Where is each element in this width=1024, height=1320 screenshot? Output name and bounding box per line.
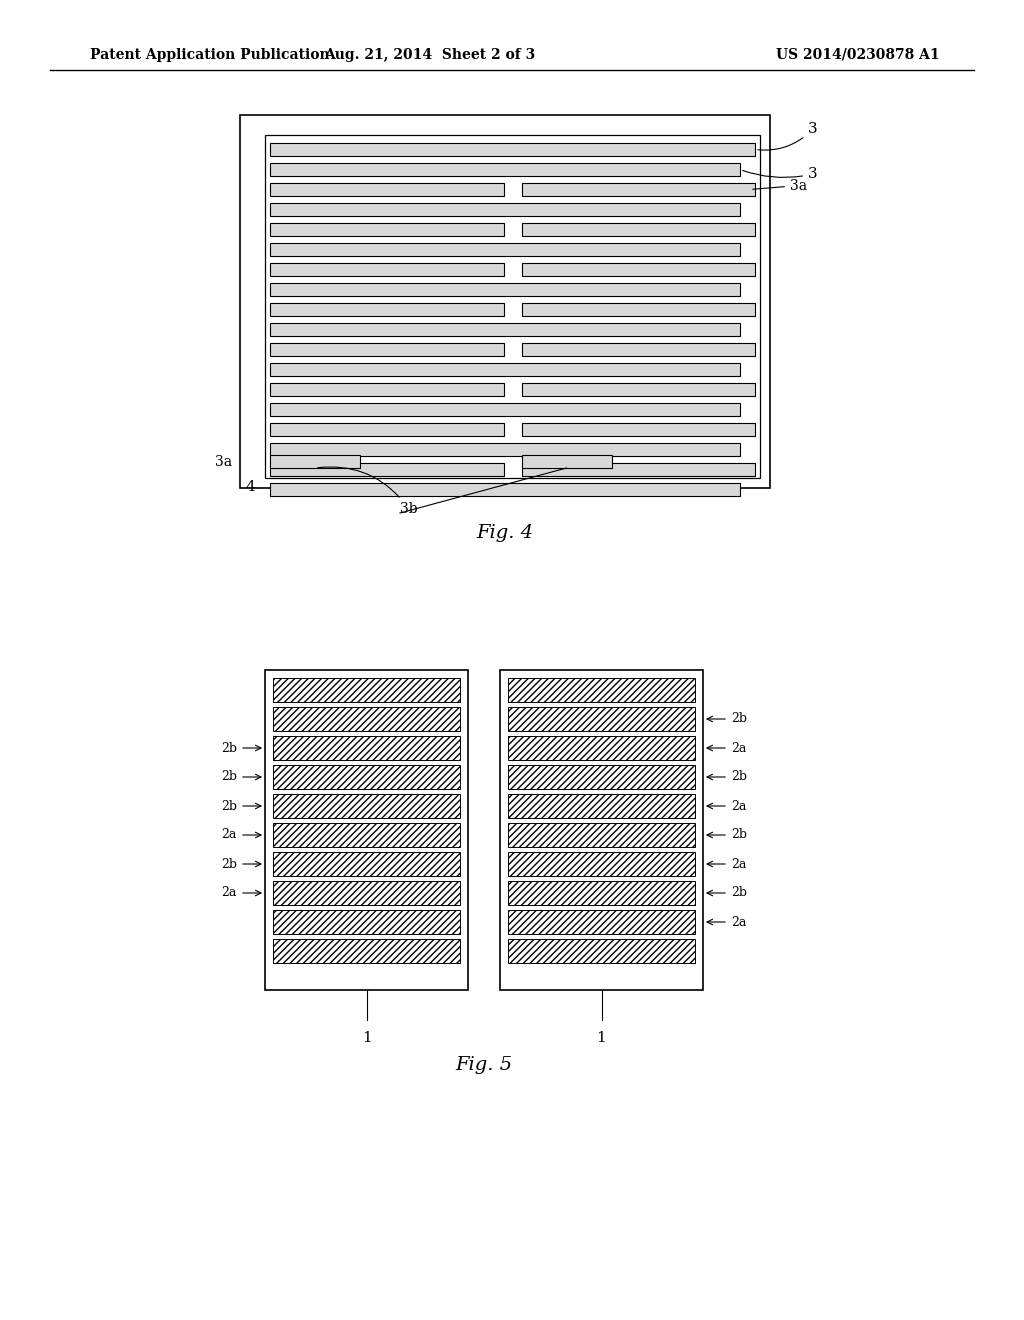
Bar xyxy=(521,455,611,469)
Text: 2a: 2a xyxy=(731,800,746,813)
Bar xyxy=(521,304,755,315)
Bar xyxy=(521,223,755,236)
Bar xyxy=(273,880,460,906)
Bar xyxy=(270,455,360,469)
Bar xyxy=(521,183,755,195)
Bar xyxy=(270,343,504,356)
Bar xyxy=(270,143,755,156)
Text: 2a: 2a xyxy=(731,916,746,928)
Text: 2a: 2a xyxy=(221,829,237,842)
Bar xyxy=(270,363,740,376)
Bar xyxy=(240,115,770,488)
Text: Patent Application Publication: Patent Application Publication xyxy=(90,48,330,62)
Bar xyxy=(273,766,460,789)
Bar xyxy=(270,483,740,496)
Bar xyxy=(270,323,740,337)
Bar xyxy=(508,880,695,906)
Bar xyxy=(270,403,740,416)
Bar xyxy=(270,444,740,455)
Bar xyxy=(508,822,695,847)
Bar xyxy=(508,708,695,731)
Bar xyxy=(508,678,695,702)
Text: 2b: 2b xyxy=(221,771,237,784)
Text: 2a: 2a xyxy=(221,887,237,899)
Bar xyxy=(508,939,695,964)
Bar xyxy=(521,343,755,356)
Bar xyxy=(270,162,740,176)
Bar xyxy=(273,939,460,964)
Bar xyxy=(521,422,755,436)
Text: 2a: 2a xyxy=(731,742,746,755)
Bar xyxy=(270,223,504,236)
Bar xyxy=(273,678,460,702)
Bar xyxy=(508,766,695,789)
Bar xyxy=(521,463,755,477)
Bar xyxy=(273,795,460,818)
Bar xyxy=(270,463,504,477)
Text: 2b: 2b xyxy=(221,800,237,813)
Text: 1: 1 xyxy=(361,1031,372,1045)
Bar xyxy=(273,909,460,935)
Text: 2b: 2b xyxy=(731,829,746,842)
Bar xyxy=(273,851,460,876)
Bar xyxy=(273,822,460,847)
Text: 2b: 2b xyxy=(731,771,746,784)
Text: Fig. 4: Fig. 4 xyxy=(476,524,534,543)
Text: 2b: 2b xyxy=(731,713,746,726)
Text: Aug. 21, 2014  Sheet 2 of 3: Aug. 21, 2014 Sheet 2 of 3 xyxy=(325,48,536,62)
Text: Fig. 5: Fig. 5 xyxy=(456,1056,513,1074)
Bar xyxy=(265,135,760,478)
Text: 4: 4 xyxy=(245,480,255,494)
Text: 3a: 3a xyxy=(753,178,807,193)
Text: 3a: 3a xyxy=(215,454,232,469)
Bar xyxy=(521,263,755,276)
Bar xyxy=(270,203,740,216)
Text: 3b: 3b xyxy=(317,467,418,516)
Bar xyxy=(273,737,460,760)
Text: 2b: 2b xyxy=(221,858,237,870)
Bar xyxy=(270,383,504,396)
Text: 1: 1 xyxy=(597,1031,606,1045)
Bar xyxy=(270,263,504,276)
Bar xyxy=(270,243,740,256)
Text: 2b: 2b xyxy=(221,742,237,755)
Bar xyxy=(270,422,504,436)
Bar xyxy=(500,671,703,990)
Text: 2a: 2a xyxy=(731,858,746,870)
Bar xyxy=(265,671,468,990)
Bar xyxy=(270,183,504,195)
Text: US 2014/0230878 A1: US 2014/0230878 A1 xyxy=(776,48,940,62)
Bar xyxy=(270,304,504,315)
Bar xyxy=(508,795,695,818)
Bar xyxy=(521,383,755,396)
Bar xyxy=(270,282,740,296)
Bar xyxy=(508,851,695,876)
Text: 3: 3 xyxy=(742,168,817,181)
Text: 3: 3 xyxy=(758,121,817,150)
Text: 2b: 2b xyxy=(731,887,746,899)
Bar xyxy=(273,708,460,731)
Bar xyxy=(508,909,695,935)
Bar xyxy=(508,737,695,760)
